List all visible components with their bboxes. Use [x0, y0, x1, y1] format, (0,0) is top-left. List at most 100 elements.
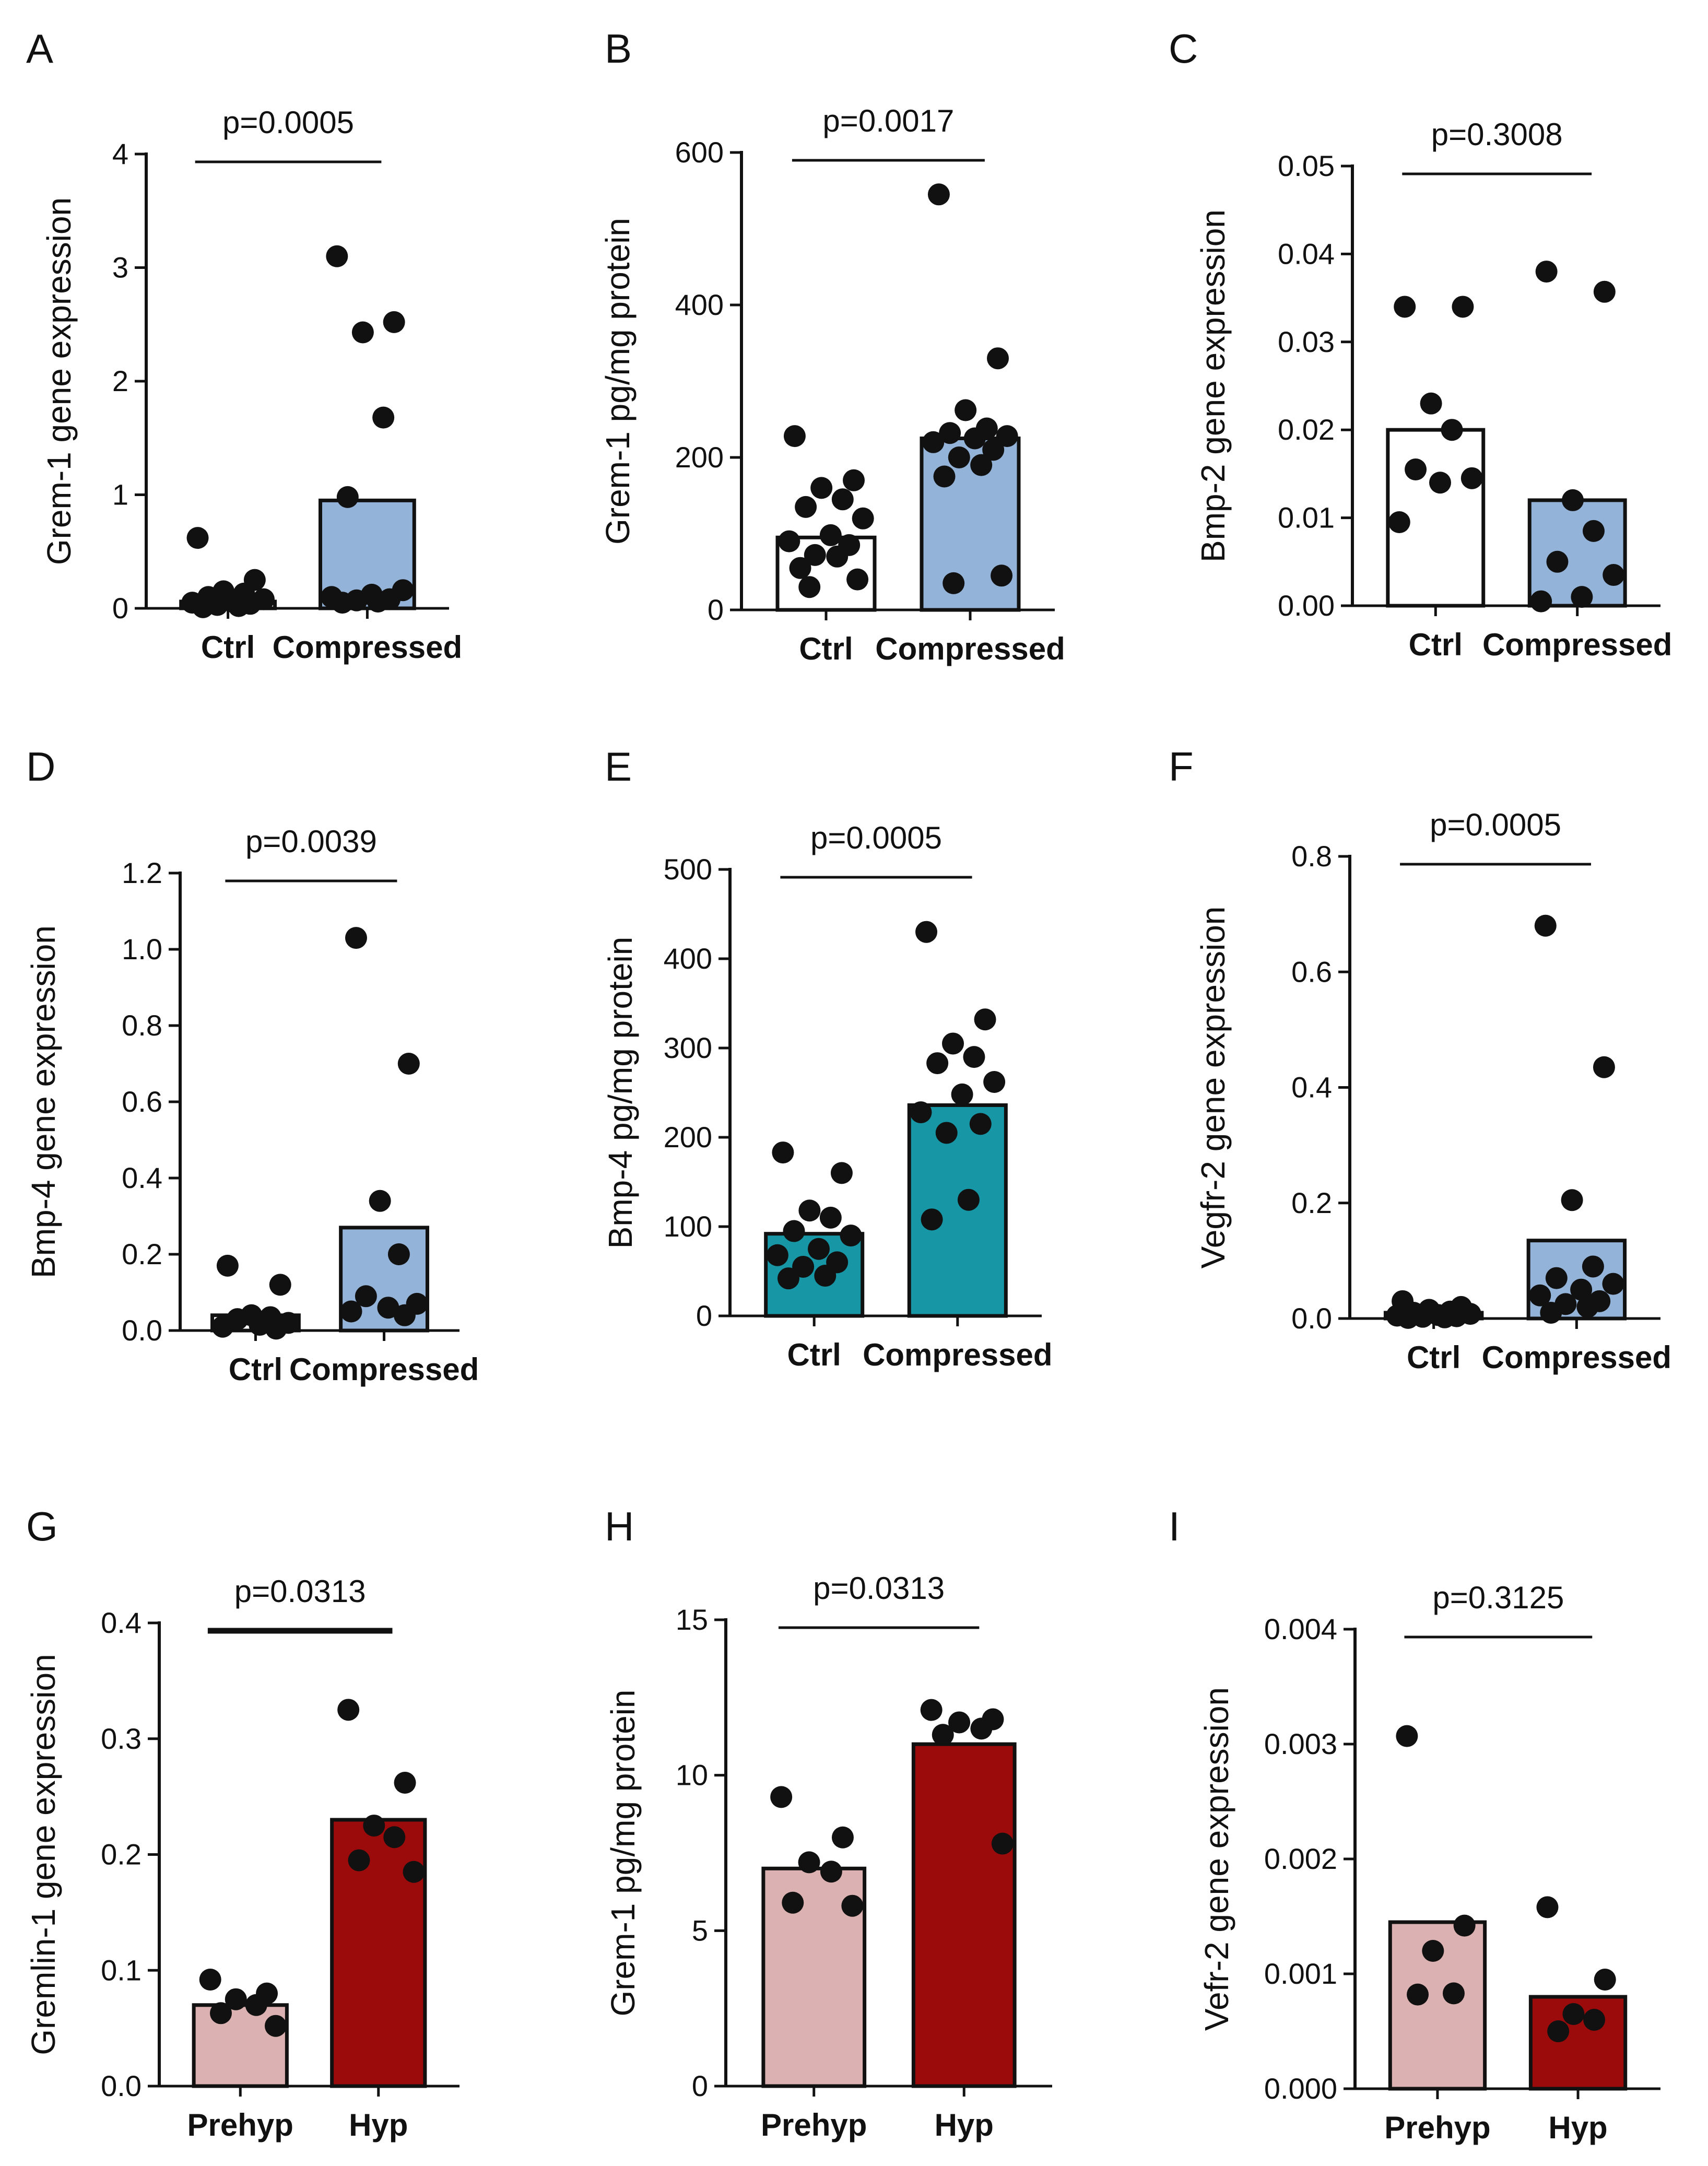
data-point: [211, 1315, 234, 1338]
data-point: [987, 347, 1009, 370]
data-point: [963, 427, 986, 450]
data-point: [249, 1314, 271, 1336]
y-tick-label: 0.1: [101, 1953, 142, 1986]
y-axis-label: Grem-1 pg/mg protein: [604, 1689, 642, 2016]
data-point: [336, 486, 359, 508]
data-point: [983, 1070, 1006, 1093]
data-point: [939, 422, 961, 444]
data-point: [798, 576, 821, 598]
data-point: [804, 544, 826, 566]
y-tick-label: 0.001: [1264, 1957, 1337, 1990]
data-point: [1570, 1278, 1593, 1301]
data-point: [819, 524, 842, 546]
y-tick-label: 0.003: [1264, 1727, 1337, 1760]
data-point: [245, 1994, 267, 2016]
data-point: [820, 1861, 842, 1883]
data-point: [1529, 1284, 1551, 1306]
data-point: [383, 1826, 406, 1849]
data-point: [840, 1225, 862, 1247]
bar-compressed: [907, 1103, 1008, 1318]
data-point: [1422, 1940, 1444, 1962]
data-point: [955, 399, 977, 421]
data-point: [996, 425, 1018, 448]
y-tick-label: 0.4: [1291, 1071, 1332, 1104]
data-point: [393, 1304, 416, 1326]
data-point: [942, 1032, 964, 1055]
y-tick-label: 600: [675, 136, 724, 169]
data-point: [819, 1206, 842, 1229]
panel-i: I 0.000 0.001 0.002 0.003 0.004 Prehyp Hyp p=0.3…: [1169, 1503, 1660, 2145]
data-point: [957, 1188, 980, 1211]
data-point: [841, 1894, 864, 1917]
data-point: [1576, 1296, 1599, 1318]
bar-hyp: [911, 1742, 1017, 2088]
y-tick-label: 5: [692, 1914, 708, 1947]
data-point: [1536, 1896, 1559, 1918]
data-point: [969, 1113, 992, 1135]
data-point: [910, 1101, 932, 1124]
data-point: [369, 1190, 391, 1212]
p-value-label: p=0.0017: [822, 103, 954, 138]
data-point: [209, 2002, 232, 2024]
data-point: [846, 568, 869, 591]
y-tick-label: 200: [675, 441, 724, 474]
data-point: [991, 1832, 1014, 1855]
data-point: [1453, 1914, 1476, 1937]
panel-b: B 0 200 400 600 Ctrl Compressed p=0.0017 Grem-1 …: [599, 26, 1065, 666]
panel-d: D 0.0 0.2 0.4 0.6 0.8 1.0 1.2 Ctrl Compressed p=0.…: [25, 744, 479, 1387]
panel-letter: D: [26, 744, 55, 790]
data-point: [1407, 1983, 1429, 2006]
y-tick-label: 0.4: [122, 1161, 162, 1194]
y-axis-label: Grem-1 gene expression: [40, 197, 78, 565]
p-value-label: p=0.0005: [222, 105, 354, 140]
data-point: [843, 469, 865, 491]
data-point: [920, 1699, 943, 1721]
y-axis-label: Vegfr-2 gene expression: [1194, 907, 1232, 1269]
data-point: [783, 425, 806, 448]
y-tick-label: 0.2: [1291, 1186, 1332, 1219]
data-point: [974, 1008, 996, 1031]
data-point: [1582, 520, 1605, 542]
y-tick-label: 15: [676, 1603, 708, 1636]
data-point: [1388, 511, 1410, 534]
data-point: [351, 321, 374, 344]
data-point: [1562, 2003, 1585, 2025]
x-tick-label: Compressed: [1482, 1340, 1671, 1375]
data-point: [269, 1274, 291, 1296]
data-point: [927, 183, 950, 206]
panel-letter: B: [605, 26, 632, 72]
data-point: [826, 545, 849, 568]
data-point: [348, 1849, 370, 1871]
y-tick-label: 0.6: [122, 1085, 162, 1118]
data-point: [852, 507, 874, 529]
y-tick-label: 0.0: [1291, 1302, 1332, 1335]
data-point: [991, 564, 1013, 587]
data-point: [1582, 1255, 1604, 1278]
y-tick-label: 0: [112, 592, 128, 625]
panel-letter: C: [1169, 26, 1198, 72]
y-tick-label: 0.000: [1264, 2072, 1337, 2105]
data-point: [394, 1772, 416, 1794]
data-point: [1452, 296, 1474, 318]
data-point: [814, 1265, 837, 1287]
x-tick-label: Hyp: [935, 2108, 994, 2143]
y-axis-label: Bmp-4 pg/mg protein: [602, 937, 639, 1249]
data-point: [265, 1317, 287, 1340]
panel-f: F 0.0 0.2 0.4 0.6 0.8 Ctrl Compressed p=0.0005 Ve…: [1169, 744, 1671, 1375]
data-point: [970, 1717, 993, 1740]
data-point: [951, 1083, 973, 1105]
y-tick-label: 0.2: [122, 1238, 162, 1270]
data-point: [970, 454, 993, 476]
data-point: [383, 311, 405, 333]
data-point: [345, 927, 367, 949]
panel-h: H 0 5 10 15 Prehyp Hyp p=0.0313 Grem-1 pg/mg pro…: [604, 1503, 1052, 2143]
y-axis-label: Gremlin-1 gene expression: [25, 1654, 62, 2055]
data-point: [798, 1199, 821, 1222]
data-point: [372, 406, 395, 429]
data-point: [948, 446, 970, 468]
data-point: [1593, 280, 1616, 303]
data-point: [982, 439, 1005, 461]
data-point: [948, 1711, 971, 1734]
data-point: [1546, 550, 1569, 573]
